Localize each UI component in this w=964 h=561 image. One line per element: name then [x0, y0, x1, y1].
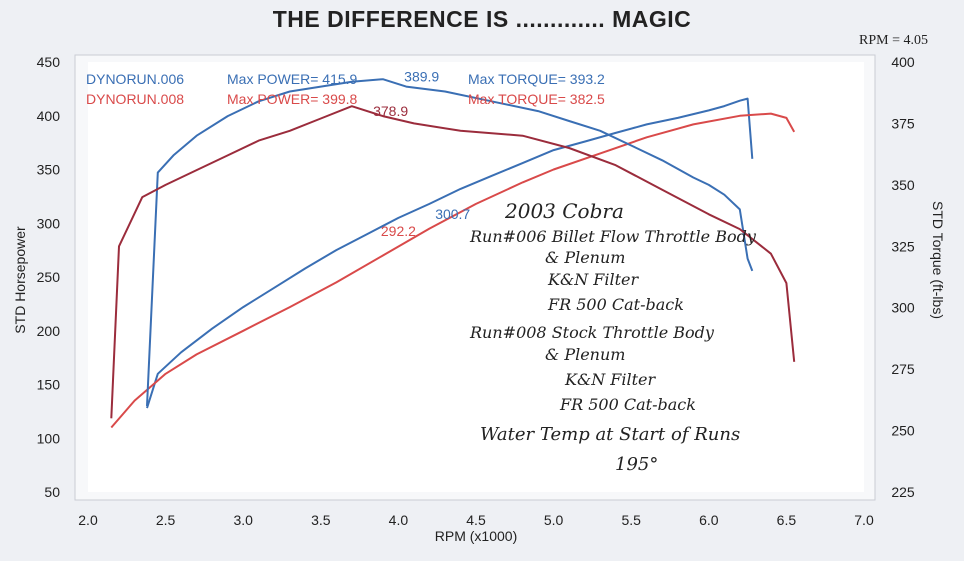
plot-area — [88, 62, 864, 492]
handwritten-note: Run#006 Billet Flow Throttle Body — [469, 227, 757, 246]
y-right-tick-label: 275 — [891, 361, 915, 377]
y-left-tick-label: 200 — [37, 323, 61, 339]
legend-max-torque: Max TORQUE= 393.2 — [468, 71, 605, 87]
handwritten-note: FR 500 Cat-back — [559, 395, 696, 414]
y-left-tick-label: 350 — [37, 162, 61, 178]
x-tick-label: 2.5 — [156, 512, 176, 528]
y-left-tick-label: 300 — [37, 215, 61, 231]
legend-run-name: DYNORUN.006 — [86, 71, 184, 87]
rpm-readout: RPM = 4.05 — [859, 33, 928, 48]
handwritten-note: FR 500 Cat-back — [547, 295, 684, 314]
x-tick-label: 6.5 — [777, 512, 797, 528]
y-left-tick-label: 50 — [44, 484, 60, 500]
legend-max-torque: Max TORQUE= 382.5 — [468, 91, 605, 107]
series-line — [110, 112, 796, 429]
y-left-tick-label: 150 — [37, 377, 61, 393]
data-label: 378.9 — [373, 103, 408, 119]
chart-title: THE DIFFERENCE IS ............. MAGIC — [272, 6, 692, 32]
x-tick-label: 6.0 — [699, 512, 719, 528]
legend-max-power: Max POWER= 415.9 — [227, 71, 358, 87]
x-tick-label: 4.5 — [466, 512, 486, 528]
handwritten-note: 195° — [615, 454, 658, 475]
x-tick-label: 5.0 — [544, 512, 564, 528]
y-right-tick-label: 300 — [891, 300, 915, 316]
x-axis-label: RPM (x1000) — [435, 528, 517, 544]
x-tick-label: 5.5 — [621, 512, 641, 528]
y-left-tick-label: 450 — [37, 54, 61, 70]
y-right-tick-label: 225 — [891, 484, 915, 500]
handwritten-note: Run#008 Stock Throttle Body — [469, 323, 715, 342]
x-tick-label: 2.0 — [78, 512, 98, 528]
handwritten-note: K&N Filter — [564, 370, 657, 389]
y-right-tick-label: 400 — [891, 54, 915, 70]
data-label: 389.9 — [404, 69, 439, 85]
y-axis-left-label: STD Horsepower — [12, 226, 28, 334]
handwritten-note: & Plenum — [545, 345, 625, 364]
handwritten-note: & Plenum — [545, 248, 625, 267]
y-left-tick-label: 250 — [37, 269, 61, 285]
series-line — [110, 105, 796, 419]
legend-max-power: Max POWER= 399.8 — [227, 91, 358, 107]
x-tick-label: 3.0 — [233, 512, 253, 528]
y-right-tick-label: 250 — [891, 423, 915, 439]
x-tick-label: 7.0 — [854, 512, 874, 528]
y-right-tick-label: 350 — [891, 177, 915, 193]
data-label: 300.7 — [435, 206, 470, 222]
x-tick-label: 4.0 — [389, 512, 409, 528]
y-left-tick-label: 400 — [37, 108, 61, 124]
data-label: 292.2 — [381, 223, 416, 239]
y-axis-right-label: STD Torque (ft-lbs) — [930, 201, 946, 319]
handwritten-note: 2003 Cobra — [504, 199, 624, 223]
legend-run-name: DYNORUN.008 — [86, 91, 184, 107]
series-line — [146, 97, 754, 409]
x-tick-label: 3.5 — [311, 512, 331, 528]
y-right-tick-label: 375 — [891, 115, 915, 131]
y-left-tick-label: 100 — [37, 430, 61, 446]
y-right-tick-label: 325 — [891, 238, 915, 254]
series-line — [146, 78, 754, 407]
handwritten-note: Water Temp at Start of Runs — [480, 424, 740, 445]
handwritten-note: K&N Filter — [547, 270, 640, 289]
